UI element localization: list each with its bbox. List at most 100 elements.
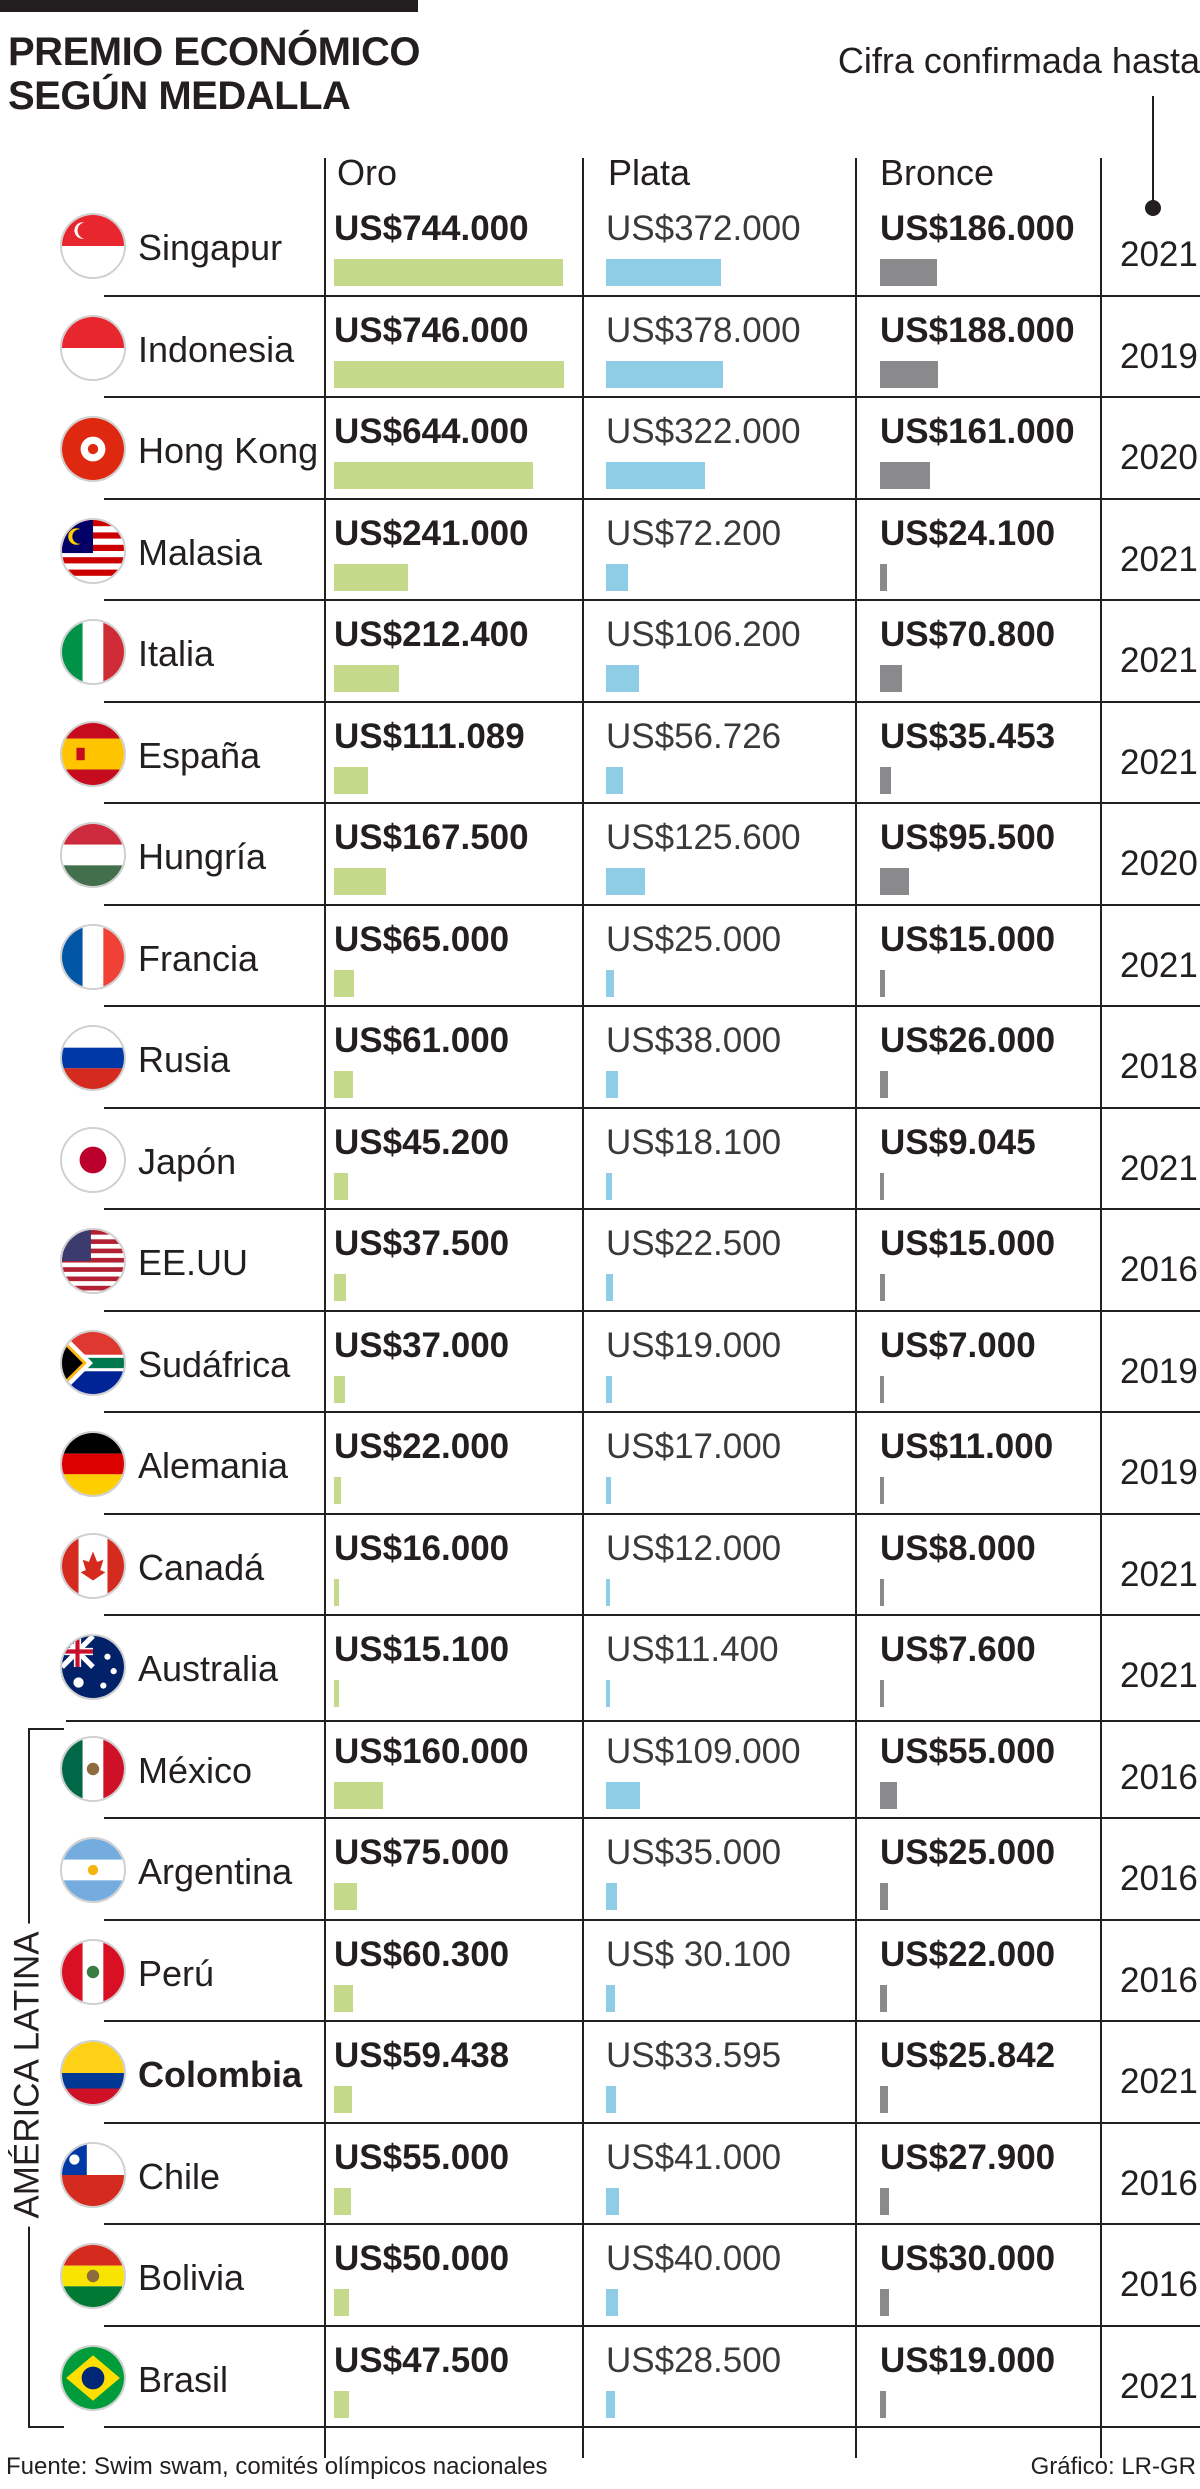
- country-name: Japón: [138, 1140, 237, 1182]
- table-row: Perú US$60.300 US$ 30.100 US$22.000 2016: [0, 1921, 1200, 2022]
- silver-bar: [606, 1578, 610, 1606]
- table-row: Hong Kong US$644.000 US$322.000 US$161.000 2…: [0, 398, 1200, 500]
- country-name: Canadá: [138, 1546, 265, 1588]
- latam-bracket-top: [28, 1728, 64, 1730]
- flag-icon: [60, 416, 126, 482]
- silver-value: US$ 30.100: [606, 1934, 791, 1974]
- gold-value: US$60.300: [334, 1934, 510, 1974]
- silver-bar: [606, 2390, 615, 2418]
- row-separator: [104, 2426, 1200, 2428]
- confirmed-year: 2016: [1120, 2265, 1198, 2304]
- bronze-bar: [880, 462, 930, 489]
- gold-value: US$241.000: [334, 513, 529, 553]
- flag-icon: [60, 720, 126, 787]
- silver-bar: [606, 665, 639, 692]
- bronze-bar: [880, 969, 885, 997]
- gold-bar: [334, 969, 355, 997]
- silver-value: US$19.000: [606, 1325, 782, 1365]
- silver-bar: [606, 563, 629, 591]
- table-row: Hungría US$167.500 US$125.600 US$95.500 2020: [0, 804, 1200, 906]
- bronze-value: US$70.800: [880, 615, 1056, 654]
- silver-bar: [606, 259, 721, 286]
- bronze-value: US$30.000: [880, 2239, 1056, 2278]
- table-row: EE.UU US$37.500 US$22.500 US$15.000 2016: [0, 1210, 1200, 1312]
- title-line-2: SEGÚN MEDALLA: [8, 74, 351, 118]
- gold-bar: [334, 1984, 353, 2012]
- country-name: Colombia: [138, 2054, 303, 2095]
- country-name: Rusia: [138, 1039, 231, 1080]
- bronze-value: US$35.453: [880, 716, 1056, 756]
- silver-bar: [606, 1071, 618, 1098]
- bronze-bar: [880, 1578, 884, 1606]
- bronze-bar: [880, 360, 938, 388]
- row-separator: [104, 2324, 1200, 2327]
- silver-value: US$109.000: [606, 1731, 801, 1771]
- flag-icon: [60, 619, 126, 685]
- country-name: Argentina: [138, 1851, 293, 1892]
- bronze-bar: [880, 1781, 897, 1809]
- table-row: Bolivia US$50.000 US$40.000 US$30.000 2016: [0, 2225, 1200, 2327]
- country-name: Sudáfrica: [138, 1343, 291, 1385]
- flag-icon: [60, 1532, 126, 1599]
- flag-icon: [60, 1634, 126, 1700]
- confirmed-year: 2021: [1120, 641, 1198, 680]
- row-separator: [104, 1614, 1200, 1616]
- gold-value: US$37.500: [334, 1224, 510, 1263]
- silver-value: US$56.726: [606, 716, 782, 756]
- country-name: Hong Kong: [138, 430, 319, 471]
- row-separator: [104, 802, 1200, 804]
- silver-bar: [606, 766, 624, 794]
- bronze-bar: [880, 766, 891, 794]
- gold-bar: [334, 1071, 353, 1098]
- flag-icon: [60, 1329, 126, 1396]
- confirmed-year: 2016: [1120, 1960, 1198, 2000]
- silver-value: US$22.500: [606, 1224, 782, 1263]
- silver-bar: [606, 462, 706, 489]
- confirmed-year: 2021: [1120, 1554, 1198, 1594]
- country-name: Bolivia: [138, 2257, 245, 2298]
- gold-value: US$746.000: [334, 310, 529, 350]
- gold-bar: [334, 868, 386, 895]
- flag-icon: [60, 2040, 126, 2106]
- flag-icon: [60, 1837, 126, 1903]
- table-row: Malasia US$241.000 US$72.200 US$24.100 2021: [0, 500, 1200, 601]
- flag-icon: [60, 1735, 126, 1802]
- flag-icon: [60, 2344, 126, 2411]
- gold-value: US$167.500: [334, 818, 529, 857]
- confirmed-year: 2021: [1120, 1656, 1198, 1695]
- confirmed-year: 2016: [1120, 1859, 1198, 1898]
- country-name: Brasil: [138, 2358, 229, 2400]
- gold-bar: [334, 1375, 346, 1403]
- table-row: Argentina US$75.000 US$35.000 US$25.000 2016: [0, 1819, 1200, 1921]
- table-row: España US$111.089 US$56.726 US$35.453 2021: [0, 703, 1200, 804]
- row-separator: [104, 1005, 1200, 1007]
- bronze-bar: [880, 1172, 884, 1200]
- gold-bar: [334, 1680, 339, 1707]
- gold-value: US$111.089: [334, 716, 525, 756]
- bronze-value: US$188.000: [880, 310, 1075, 350]
- confirmed-year: 2020: [1120, 438, 1198, 477]
- gold-value: US$55.000: [334, 2137, 510, 2177]
- gold-bar: [334, 1274, 346, 1301]
- silver-value: US$372.000: [606, 209, 801, 248]
- silver-bar: [606, 1883, 617, 1910]
- gold-value: US$22.000: [334, 1427, 510, 1466]
- bronze-value: US$7.600: [880, 1630, 1036, 1669]
- gold-bar: [334, 766, 369, 794]
- bronze-value: US$25.842: [880, 2036, 1056, 2075]
- row-separator: [104, 700, 1200, 703]
- confirmed-year: 2021: [1120, 1148, 1198, 1188]
- chart-title: PREMIO ECONÓMICO SEGÚN MEDALLA: [8, 30, 421, 118]
- bronze-value: US$15.000: [880, 919, 1056, 959]
- bronze-bar: [880, 868, 910, 895]
- bronze-value: US$24.100: [880, 513, 1056, 553]
- confirmed-year: 2019: [1120, 336, 1198, 376]
- bronze-value: US$22.000: [880, 1934, 1056, 1974]
- row-separator: [104, 497, 1200, 500]
- silver-bar: [606, 360, 723, 388]
- silver-bar: [606, 1984, 616, 2012]
- country-name: Indonesia: [138, 328, 295, 370]
- title-line-1: PREMIO ECONÓMICO: [8, 30, 421, 74]
- gold-value: US$16.000: [334, 1528, 510, 1568]
- gold-value: US$50.000: [334, 2239, 510, 2278]
